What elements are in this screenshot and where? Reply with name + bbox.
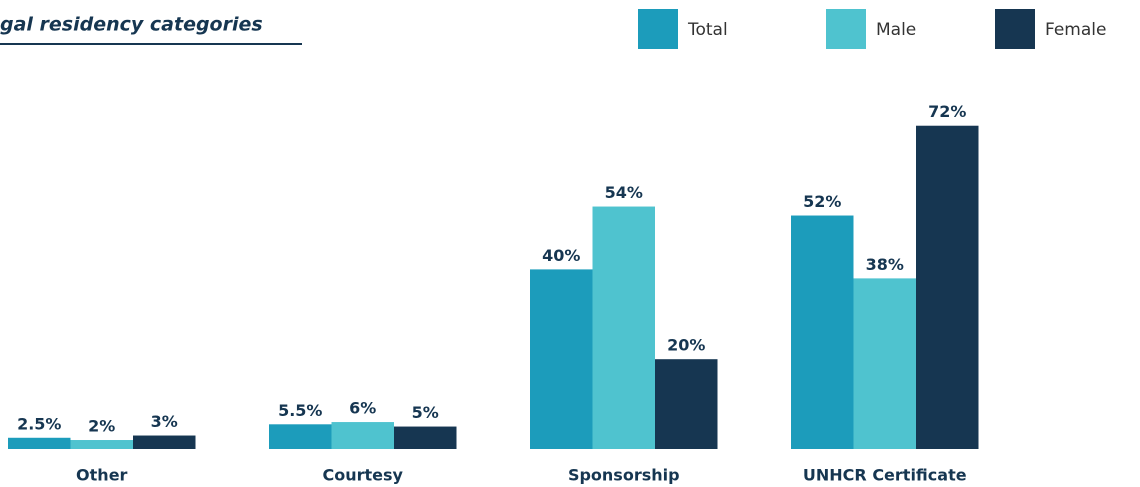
- bar: [592, 206, 655, 449]
- bar: [853, 278, 916, 449]
- legend-swatch: [826, 9, 866, 49]
- value-label: 3%: [151, 412, 178, 431]
- value-label: 38%: [866, 255, 904, 274]
- legend-label: Total: [687, 20, 728, 40]
- value-label: 72%: [928, 102, 966, 121]
- value-label: 2.5%: [17, 414, 61, 433]
- bar: [530, 269, 593, 449]
- x-tick-label: Other: [76, 466, 127, 485]
- value-label: 5.5%: [278, 401, 322, 420]
- bar: [394, 426, 457, 449]
- value-label: 5%: [412, 403, 439, 422]
- bar: [331, 422, 394, 449]
- legend-label: Male: [876, 20, 916, 40]
- value-label: 40%: [542, 246, 580, 265]
- bar: [916, 125, 979, 449]
- bar: [70, 440, 133, 449]
- bar: [8, 437, 71, 449]
- x-tick-label: Sponsorship: [568, 466, 680, 485]
- bar: [133, 435, 196, 449]
- bar: [655, 359, 718, 449]
- legend-swatch: [995, 9, 1035, 49]
- chart-title: gal residency categories: [0, 14, 263, 36]
- legend-label: Female: [1045, 20, 1106, 40]
- value-label: 54%: [605, 183, 643, 202]
- value-label: 6%: [349, 399, 376, 418]
- x-tick-label: Courtesy: [323, 466, 404, 485]
- value-label: 2%: [88, 417, 115, 436]
- x-tick-label: UNHCR Certificate: [803, 466, 967, 485]
- value-label: 20%: [667, 336, 705, 355]
- bar: [269, 424, 332, 449]
- legend-swatch: [638, 9, 678, 49]
- bar: [791, 215, 854, 449]
- value-label: 52%: [803, 192, 841, 211]
